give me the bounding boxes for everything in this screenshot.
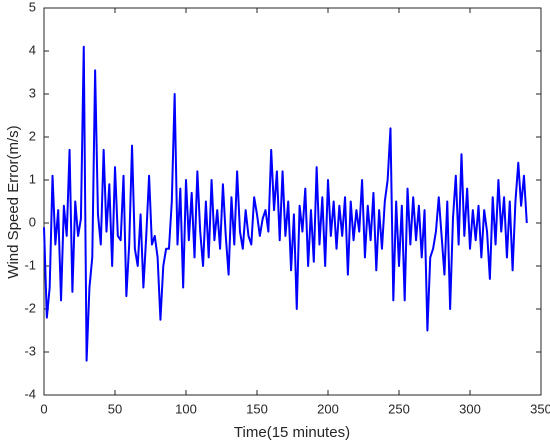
- y-tick-label: -1: [24, 257, 36, 272]
- y-tick-label: 4: [29, 42, 36, 57]
- x-tick-label: 100: [175, 401, 197, 416]
- x-tick-label: 50: [108, 401, 122, 416]
- y-tick-label: -3: [24, 343, 36, 358]
- data-line: [43, 45, 528, 362]
- y-tick-label: 0: [29, 214, 36, 229]
- x-tick-label: 350: [530, 401, 550, 416]
- y-tick-label: 2: [29, 128, 36, 143]
- y-tick-label: 1: [29, 171, 36, 186]
- plot-area: [43, 7, 542, 396]
- x-tick-label: 250: [388, 401, 410, 416]
- x-tick-label: 200: [317, 401, 339, 416]
- x-tick-label: 150: [246, 401, 268, 416]
- y-tick-label: 5: [29, 0, 36, 14]
- y-tick-label: 3: [29, 85, 36, 100]
- x-tick-label: 300: [459, 401, 481, 416]
- x-axis-label: Time(15 minutes): [234, 424, 350, 441]
- y-tick-label: -2: [24, 300, 36, 315]
- y-tick-label: -4: [24, 386, 36, 401]
- y-axis-label: Wind Speed Error(m/s): [5, 125, 22, 278]
- x-tick-label: 0: [40, 401, 47, 416]
